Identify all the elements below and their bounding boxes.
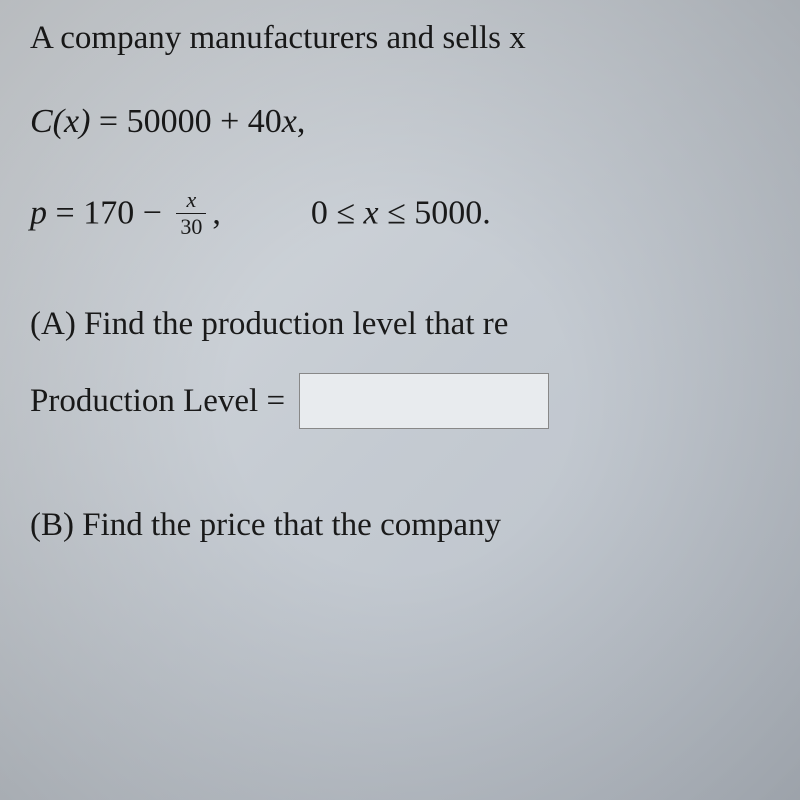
cost-equation: C(x) = 50000 + 40x, (30, 103, 800, 141)
price-equation: p = 170 − x30, 0 ≤ x ≤ 5000. (30, 191, 800, 240)
price-fraction: x30 (176, 189, 206, 238)
qa-text: (A) Find the production level that re (30, 306, 508, 342)
cost-rhs: 50000 + 40x, (127, 103, 306, 140)
price-comma: , (212, 194, 221, 231)
page-content: A company manufacturers and sells x C(x)… (0, 0, 800, 544)
production-level-row: Production Level = (30, 373, 800, 429)
prod-level-label: Production Level = (30, 383, 285, 420)
cost-var: x (282, 103, 297, 140)
question-b: (B) Find the price that the company (30, 507, 800, 544)
frac-den: 30 (176, 213, 206, 238)
question-a: (A) Find the production level that re (30, 306, 800, 343)
price-lhs: p (30, 194, 47, 231)
intro-span: A company manufacturers and sells x (30, 20, 526, 56)
price-eq: = (47, 194, 83, 231)
answer-input-box[interactable] (299, 373, 549, 429)
cost-lhs: C(x) (30, 103, 90, 140)
price-domain: 0 ≤ x ≤ 5000. (311, 194, 491, 231)
qb-text: (B) Find the price that the company (30, 507, 501, 543)
cost-eq: = (90, 103, 126, 140)
frac-num: x (182, 189, 200, 213)
price-const: 170 − (83, 194, 170, 231)
intro-text: A company manufacturers and sells x (30, 20, 800, 57)
